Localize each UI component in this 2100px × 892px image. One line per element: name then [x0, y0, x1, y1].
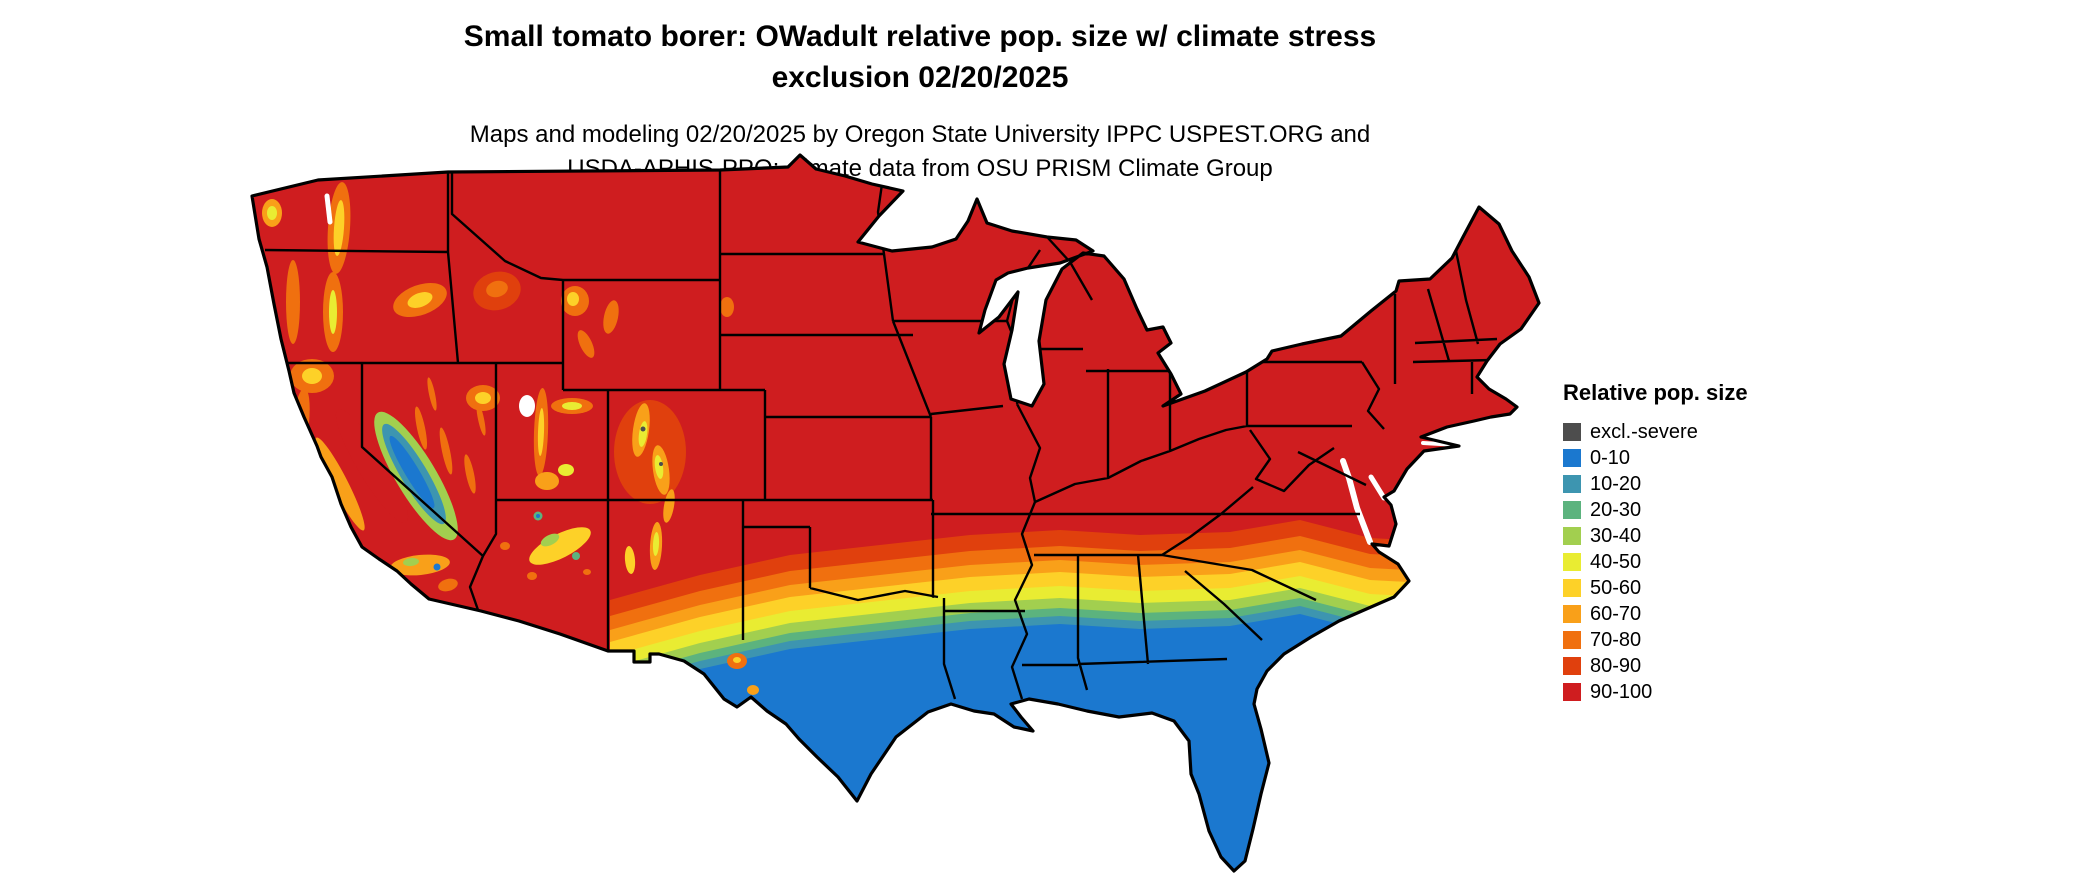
- legend-item-label: 50-60: [1590, 576, 1642, 599]
- legend-swatch: [1563, 553, 1581, 571]
- legend-item: excl.-severe: [1563, 419, 1748, 445]
- legend-swatch: [1563, 683, 1581, 701]
- legend-item-label: 90-100: [1590, 680, 1653, 703]
- legend-item: 10-20: [1563, 471, 1748, 497]
- legend-swatch: [1563, 579, 1581, 597]
- legend-swatch: [1563, 449, 1581, 467]
- legend-swatch: [1563, 605, 1581, 623]
- legend-swatch: [1563, 501, 1581, 519]
- legend-item-label: 30-40: [1590, 524, 1642, 547]
- legend-item: 70-80: [1563, 627, 1748, 653]
- legend-item-label: 40-50: [1590, 550, 1642, 573]
- legend-item-label: 20-30: [1590, 498, 1642, 521]
- legend-item-label: excl.-severe: [1590, 420, 1698, 443]
- legend-item-label: 0-10: [1590, 446, 1631, 469]
- legend-item: 50-60: [1563, 575, 1748, 601]
- legend-swatch: [1563, 631, 1581, 649]
- legend-title: Relative pop. size: [1563, 380, 1748, 405]
- us-outline: [250, 153, 1541, 873]
- legend-item: 0-10: [1563, 445, 1748, 471]
- title-line-2: exclusion 02/20/2025: [771, 61, 1069, 94]
- great-salt-lake: [519, 395, 535, 417]
- chesapeake-bay: [1340, 458, 1373, 545]
- legend-item: 80-90: [1563, 653, 1748, 679]
- legend-item: 60-70: [1563, 601, 1748, 627]
- legend: Relative pop. size excl.-severe 0-10 10-20…: [1563, 380, 1748, 705]
- legend-item-label: 10-20: [1590, 472, 1642, 495]
- legend-items: excl.-severe 0-10 10-20 20-30 30-40 40-50 50-6…: [1563, 419, 1748, 705]
- page-title: Small tomato borer: OWadult relative pop…: [250, 16, 1590, 98]
- legend-item-label: 60-70: [1590, 602, 1642, 625]
- puget-sound: [324, 193, 333, 225]
- legend-swatch: [1563, 475, 1581, 493]
- delaware-bay: [1368, 474, 1387, 501]
- legend-swatch: [1563, 657, 1581, 675]
- band-90-100: [252, 155, 1539, 871]
- legend-item-label: 70-80: [1590, 628, 1642, 651]
- legend-item: 90-100: [1563, 679, 1748, 705]
- legend-item: 30-40: [1563, 523, 1748, 549]
- legend-item-label: 80-90: [1590, 654, 1642, 677]
- map-fills: [252, 155, 1539, 871]
- legend-item: 20-30: [1563, 497, 1748, 523]
- legend-swatch: [1563, 423, 1581, 441]
- legend-swatch: [1563, 527, 1581, 545]
- water-bodies: [324, 193, 1460, 545]
- subtitle-line-1: Maps and modeling 02/20/2025 by Oregon S…: [469, 121, 1371, 148]
- legend-item: 40-50: [1563, 549, 1748, 575]
- title-line-1: Small tomato borer: OWadult relative pop…: [463, 20, 1377, 53]
- population-bands: [610, 520, 1539, 871]
